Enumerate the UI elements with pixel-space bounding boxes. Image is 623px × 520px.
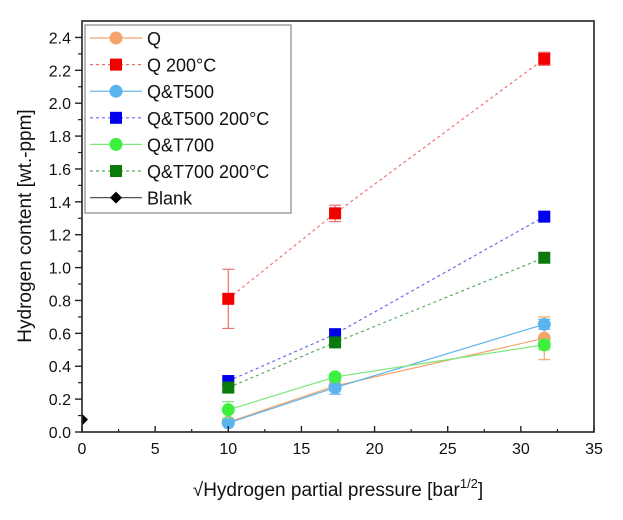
series-line — [228, 344, 545, 411]
x-tick-label: 15 — [293, 441, 311, 458]
legend-item: Q 200°C — [90, 56, 216, 76]
legend-label: Q&T500 — [147, 82, 214, 102]
plot-area — [82, 51, 551, 430]
legend-label: Q&T700 200°C — [147, 162, 269, 182]
data-point — [222, 292, 235, 305]
series-q-t700-200-c — [222, 251, 551, 394]
series-blank — [82, 413, 88, 426]
x-tick-label: 0 — [78, 441, 87, 458]
data-point — [537, 317, 551, 331]
legend-marker — [109, 31, 123, 45]
y-tick-label: 2.0 — [49, 96, 71, 113]
series-q-t500-200-c — [222, 210, 551, 388]
data-point — [329, 336, 342, 349]
series-q-200-c — [222, 51, 551, 330]
legend-marker — [110, 58, 122, 71]
x-tick-label: 35 — [585, 441, 603, 458]
y-tick-label: 0.4 — [49, 359, 71, 376]
x-axis: 0 5 10 15 20 25 30 35 — [78, 426, 603, 458]
data-point — [328, 370, 342, 384]
data-point — [222, 381, 235, 394]
y-tick-label: 1.6 — [49, 162, 71, 179]
data-point — [538, 52, 551, 65]
data-point — [221, 403, 235, 417]
y-tick-label: 2.4 — [49, 30, 71, 47]
series-q-t700 — [221, 338, 551, 419]
legend-marker — [110, 191, 122, 204]
series-line — [228, 216, 545, 382]
series-q — [221, 316, 551, 429]
data-point — [538, 210, 551, 223]
y-tick-label: 1.0 — [49, 261, 71, 278]
x-tick-label: 20 — [366, 441, 384, 458]
legend-label: Q 200°C — [147, 56, 216, 76]
legend-marker — [110, 111, 122, 124]
legend-item: Q&T500 — [90, 82, 214, 102]
data-point — [537, 338, 551, 352]
legend-item: Q — [90, 29, 161, 49]
data-point — [538, 251, 551, 264]
legend: Q Q 200°C Q&T500 Q&T500 200°C Q&T700 Q&T700 2… — [84, 24, 292, 214]
series-q-t500 — [221, 317, 551, 430]
y-tick-label: 0.6 — [49, 326, 71, 343]
y-tick-label: 0.0 — [49, 425, 71, 442]
y-axis-title: Hydrogen content [wt.-ppm] — [15, 109, 36, 342]
data-point — [328, 381, 342, 395]
legend-marker — [109, 137, 123, 151]
y-tick-label: 1.2 — [49, 228, 71, 245]
x-tick-label: 25 — [439, 441, 457, 458]
y-tick-label: 2.2 — [49, 63, 71, 80]
y-tick-label: 1.4 — [49, 195, 71, 212]
x-tick-label: 5 — [151, 441, 160, 458]
legend-label: Blank — [147, 189, 193, 209]
legend-marker — [110, 165, 122, 177]
legend-label: Q — [147, 29, 161, 49]
y-tick-label: 1.8 — [49, 129, 71, 146]
y-axis: 0.0 0.2 0.4 0.6 0.8 1.0 1.2 1.4 1.6 1.8 2.0 2.2 2.4 — [49, 30, 82, 442]
x-tick-label: 30 — [512, 441, 530, 458]
data-point — [82, 413, 88, 426]
data-point — [329, 207, 342, 220]
series-line — [228, 323, 545, 424]
legend-item: Q&T700 200°C — [90, 162, 269, 182]
series-line — [228, 337, 545, 423]
legend-marker — [109, 84, 123, 98]
x-tick-label: 10 — [219, 441, 237, 458]
legend-item: Blank — [90, 189, 193, 209]
legend-item: Q&T700 — [90, 135, 214, 155]
legend-label: Q&T700 — [147, 135, 214, 155]
y-tick-label: 0.8 — [49, 293, 71, 310]
series-line — [228, 257, 545, 389]
x-axis-title: √Hydrogen partial pressure [bar1/2] — [193, 476, 483, 501]
legend-item: Q&T500 200°C — [90, 109, 269, 129]
data-point — [221, 416, 235, 430]
y-tick-label: 0.2 — [49, 392, 71, 409]
legend-label: Q&T500 200°C — [147, 109, 269, 129]
